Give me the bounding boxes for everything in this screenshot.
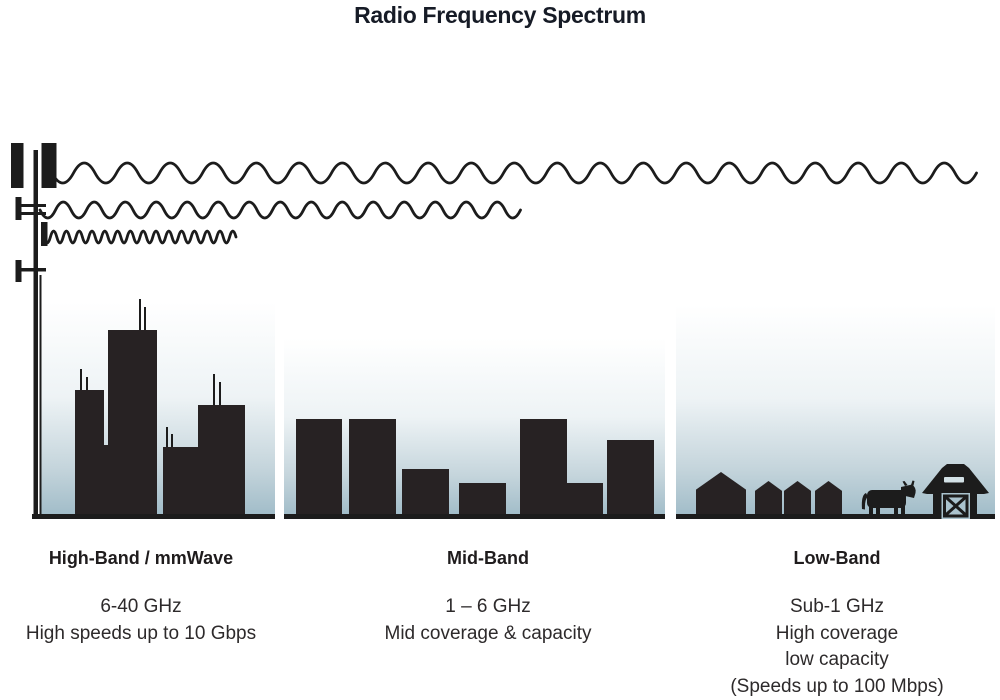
band-description: High coverage bbox=[775, 622, 899, 644]
long-wavelength-wave bbox=[50, 161, 978, 185]
band-description: Mid coverage & capacity bbox=[384, 622, 592, 644]
barn-vent bbox=[944, 477, 964, 483]
low-band-label-block: Low-Band Sub-1 GHz High coverage low cap… bbox=[712, 549, 962, 700]
band-frequency: 1 – 6 GHz bbox=[445, 596, 531, 617]
band-name: Low-Band bbox=[793, 548, 881, 568]
barn-icon bbox=[922, 464, 989, 519]
rooftop-antenna bbox=[166, 427, 168, 447]
band-description: High speeds up to 10 Gbps bbox=[25, 622, 257, 644]
building-silhouette bbox=[607, 440, 654, 514]
band-frequency: 6-40 GHz bbox=[100, 596, 182, 617]
tower-antenna bbox=[15, 260, 22, 282]
high-band-label-block: High-Band / mmWave 6-40 GHz High speeds … bbox=[16, 549, 266, 647]
building-silhouette bbox=[520, 419, 567, 514]
ground-line-low-band bbox=[676, 514, 995, 519]
building-silhouette bbox=[296, 419, 342, 514]
medium-wavelength-wave bbox=[38, 200, 522, 220]
band-description: low capacity bbox=[785, 649, 889, 670]
building-silhouette bbox=[567, 483, 603, 514]
mid-band-label-block: Mid-Band 1 – 6 GHz Mid coverage & capaci… bbox=[363, 549, 613, 647]
band-frequency: Sub-1 GHz bbox=[790, 596, 884, 617]
short-wavelength-wave bbox=[42, 229, 238, 245]
building-silhouette bbox=[349, 419, 396, 514]
skyscraper-silhouette bbox=[198, 405, 245, 514]
tower-antenna bbox=[15, 197, 22, 220]
tower-antenna bbox=[41, 222, 48, 246]
rooftop-antenna bbox=[171, 434, 173, 447]
building-silhouette bbox=[163, 447, 198, 514]
skyscraper-silhouette bbox=[108, 330, 157, 514]
rooftop-antenna bbox=[139, 299, 141, 330]
building-silhouette bbox=[459, 483, 506, 514]
ground-line-mid-band bbox=[284, 514, 665, 519]
band-name: High-Band / mmWave bbox=[48, 548, 234, 568]
cell-tower-icon bbox=[11, 143, 57, 519]
ground-line-high-band bbox=[32, 514, 275, 519]
band-description: (Speeds up to 100 Mbps) bbox=[730, 675, 944, 697]
building-silhouette bbox=[402, 469, 449, 514]
rooftop-antenna bbox=[213, 374, 215, 405]
rooftop-antenna bbox=[80, 369, 82, 390]
rooftop-antenna bbox=[219, 382, 221, 405]
rooftop-antenna bbox=[86, 377, 88, 390]
band-name: Mid-Band bbox=[447, 548, 529, 568]
cow-icon bbox=[861, 480, 916, 519]
page-title: Radio Frequency Spectrum bbox=[354, 2, 646, 28]
building-silhouette bbox=[103, 445, 109, 514]
skyscraper-silhouette bbox=[75, 390, 104, 514]
rooftop-antenna bbox=[144, 307, 146, 330]
